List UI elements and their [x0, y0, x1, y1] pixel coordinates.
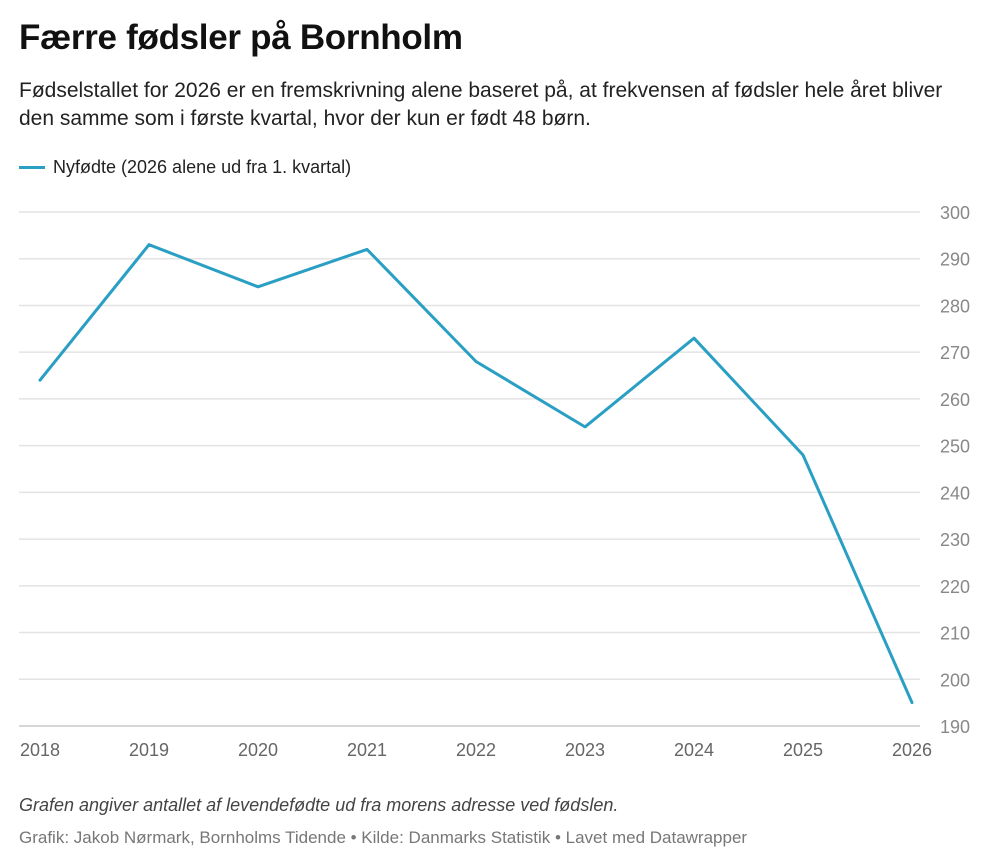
x-tick-label: 2019: [129, 740, 169, 760]
y-tick-label: 290: [940, 250, 970, 270]
data-point: [800, 452, 806, 458]
chart-note: Grafen angiver antallet af levendefødte …: [19, 795, 619, 815]
x-tick-label: 2020: [238, 740, 278, 760]
legend-label: Nyfødte (2026 alene ud fra 1. kvartal): [53, 157, 352, 177]
grid-lines: [19, 211, 920, 727]
y-tick-label: 240: [940, 483, 970, 503]
series-line: [38, 243, 914, 705]
x-tick-label: 2025: [783, 740, 823, 760]
chart-credit: Grafik: Jakob Nørmark, Bornholms Tidende…: [19, 828, 748, 847]
data-point: [146, 242, 152, 248]
data-point: [582, 424, 588, 430]
y-tick-label: 250: [940, 437, 970, 457]
y-tick-label: 280: [940, 296, 970, 316]
data-point: [255, 284, 261, 290]
x-tick-label: 2024: [674, 740, 714, 760]
line-chart: 190 200 210 220 230 240 250 260 270 280 290 300 201…: [19, 203, 970, 760]
data-point: [691, 335, 697, 341]
x-tick-label: 2018: [20, 740, 60, 760]
chart-subtitle: Fødselstallet for 2026 er en fremskrivni…: [19, 79, 943, 130]
y-tick-label: 260: [940, 390, 970, 410]
x-tick-label: 2026: [892, 740, 932, 760]
y-tick-label: 210: [940, 624, 970, 644]
x-axis-ticks: 2018 2019 2020 2021 2022 2023 2024 2025 2026: [20, 740, 932, 760]
data-point: [909, 700, 915, 706]
series-layer: [37, 242, 915, 706]
y-tick-label: 200: [940, 670, 970, 690]
x-tick-label: 2023: [565, 740, 605, 760]
x-tick-label: 2021: [347, 740, 387, 760]
y-tick-label: 270: [940, 343, 970, 363]
x-tick-label: 2022: [456, 740, 496, 760]
data-point: [37, 377, 43, 383]
legend-swatch: [19, 166, 45, 169]
y-tick-label: 220: [940, 577, 970, 597]
data-point: [364, 246, 370, 252]
y-tick-label: 300: [940, 203, 970, 223]
legend: Nyfødte (2026 alene ud fra 1. kvartal): [19, 157, 351, 178]
data-point: [473, 359, 479, 365]
chart-title: Færre fødsler på Bornholm: [19, 18, 463, 57]
y-tick-label: 190: [940, 717, 970, 737]
y-axis-ticks: 190 200 210 220 230 240 250 260 270 280 290 300: [940, 203, 970, 737]
y-tick-label: 230: [940, 530, 970, 550]
